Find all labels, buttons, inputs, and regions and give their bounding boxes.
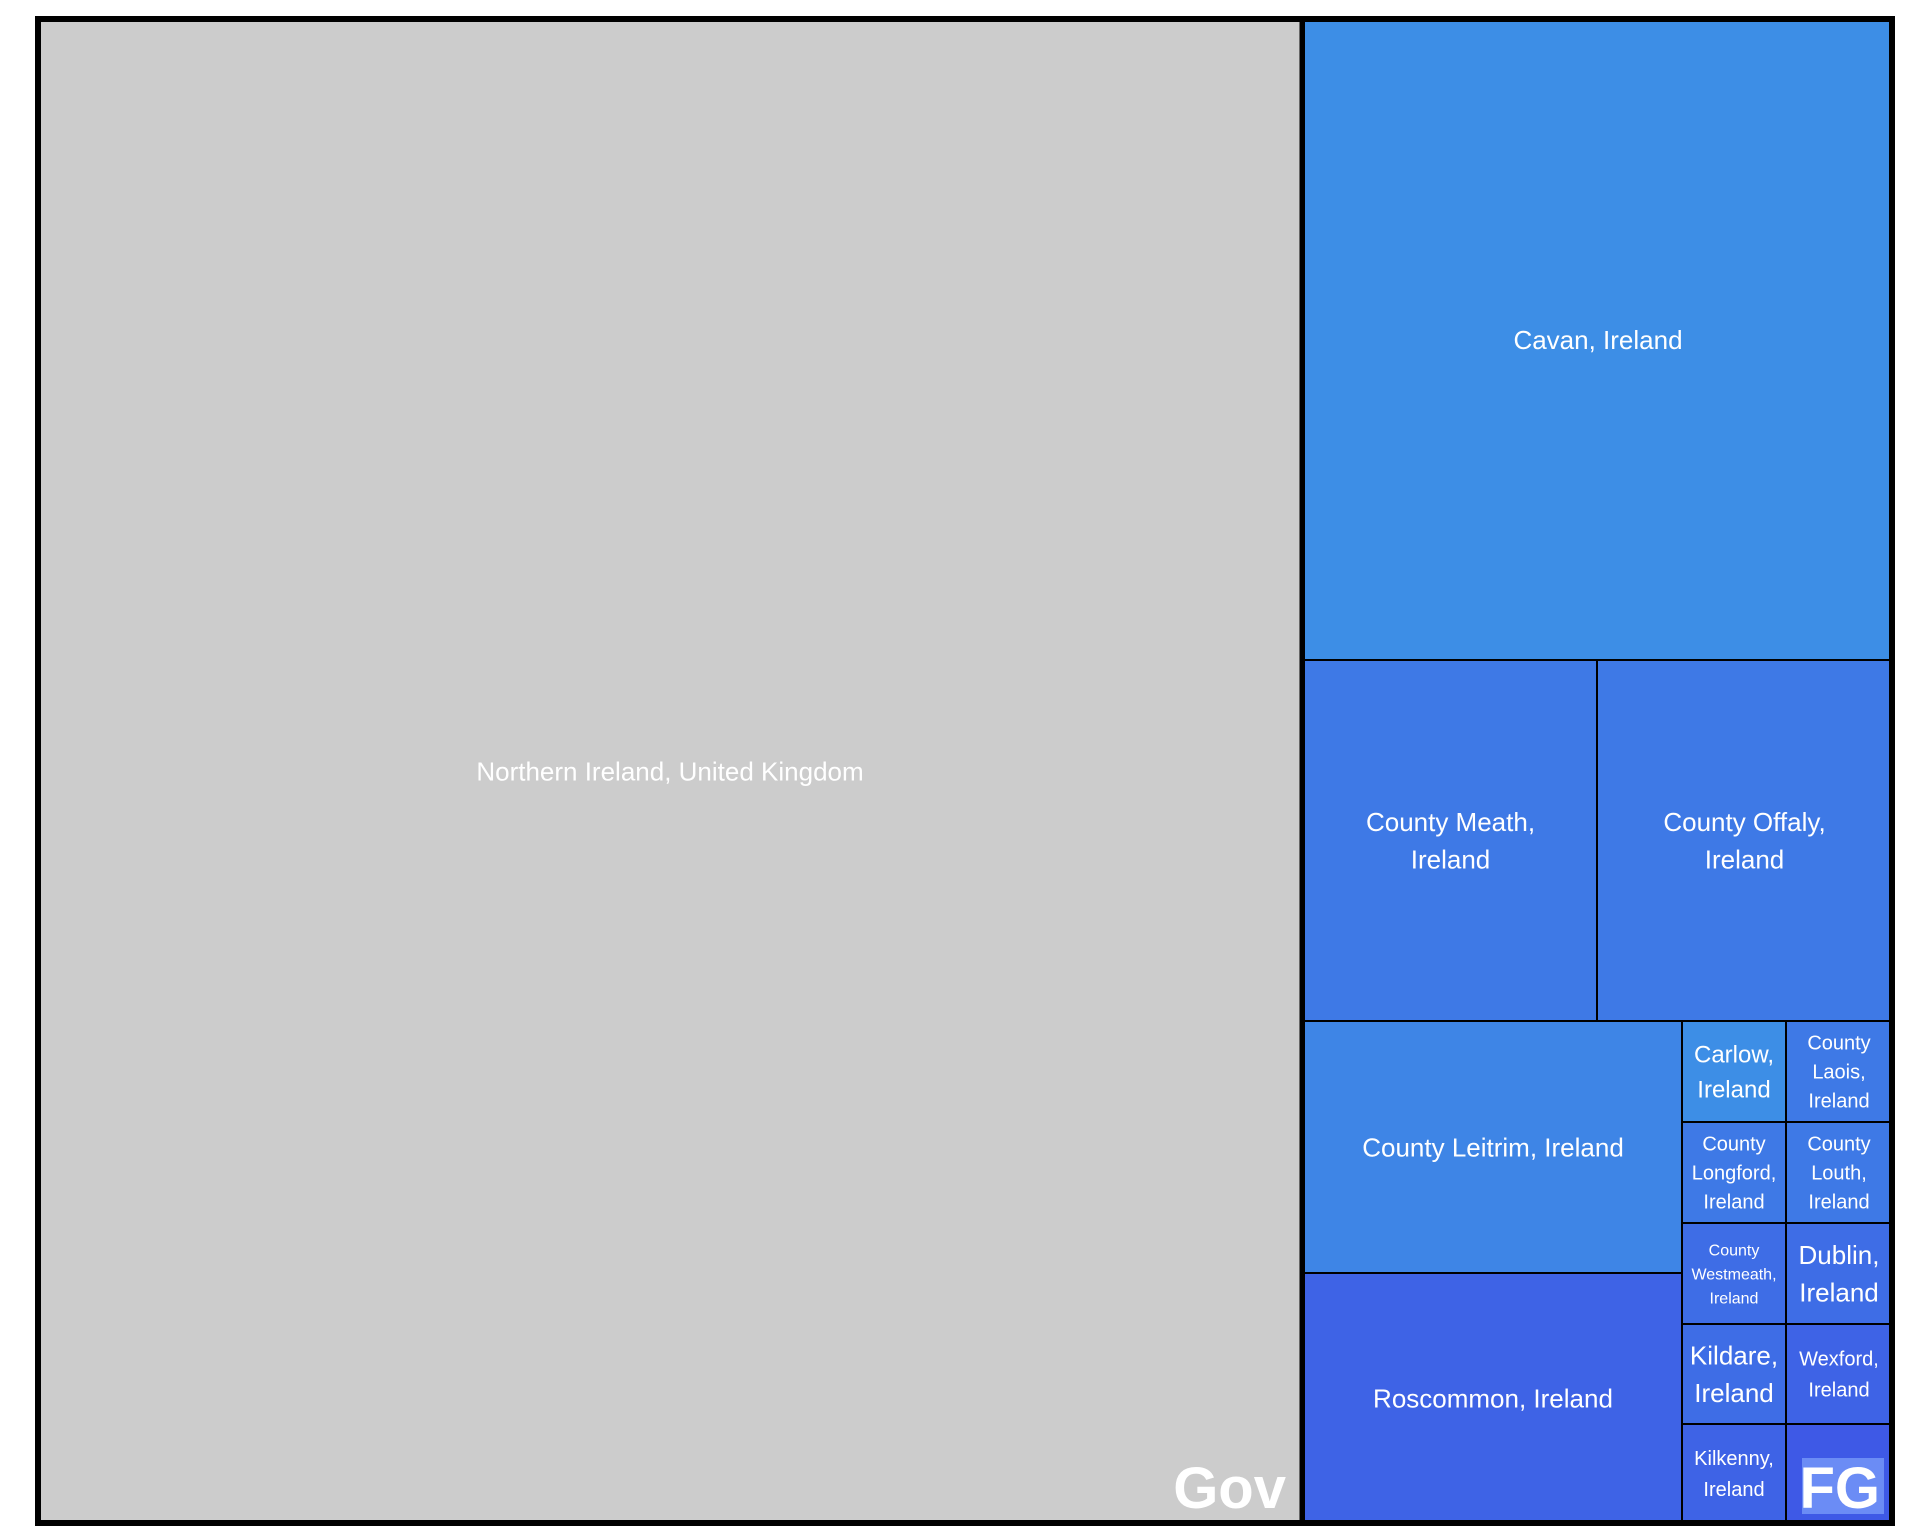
tile-label-line: Ireland — [1808, 1380, 1869, 1402]
tile-carlow-ireland: Carlow, Ireland — [1681, 1020, 1787, 1123]
tile-rect — [1681, 1323, 1787, 1425]
tile-label-line: Westmeath, — [1691, 1266, 1776, 1283]
tile-county-offaly-ireland: County Offaly, Ireland — [1596, 659, 1893, 1022]
tile-label-line: Ireland — [1411, 845, 1491, 875]
tile-label: County Laois, Ireland — [1807, 1033, 1870, 1113]
tile-label-line: Ireland — [1703, 1479, 1764, 1501]
group-label-fg-background — [1802, 1458, 1884, 1514]
tile-rect — [1785, 1323, 1893, 1425]
tile-county-meath-ireland: County Meath, Ireland — [1303, 659, 1598, 1022]
tile-label-line: Carlow, — [1694, 1042, 1774, 1069]
tile-county-louth-ireland: County Louth, Ireland — [1785, 1121, 1893, 1224]
tile-label-line: Dublin, — [1799, 1240, 1880, 1270]
tile-label: Roscommon, Ireland — [1373, 1383, 1613, 1413]
tile-label-line: Ireland — [1799, 1278, 1879, 1308]
treemap-outer-border — [35, 16, 1895, 1526]
tile-rect — [1681, 1020, 1787, 1123]
tile-label-line: Ireland — [1710, 1290, 1759, 1307]
tile-rect — [1303, 1020, 1683, 1274]
tile-roscommon-ireland: Roscommon, Ireland — [1303, 1272, 1683, 1524]
tile-label: County Leitrim, Ireland — [1362, 1132, 1624, 1162]
tile-label-line: Ireland — [1705, 845, 1785, 875]
tile-label-line: County Meath, — [1366, 807, 1535, 837]
tile-label: Kilkenny, Ireland — [1694, 1448, 1774, 1501]
tile-label: Wexford, Ireland — [1799, 1349, 1879, 1402]
tile-dublin-ireland: Dublin, Ireland — [1785, 1222, 1893, 1325]
tiles-layer: Northern Ireland, United Kingdom Cavan, I… — [37, 18, 1893, 1524]
tile-label: Northern Ireland, United Kingdom — [476, 756, 863, 786]
tile-label-line: Ireland — [1697, 1077, 1770, 1104]
group-label-gov: Gov — [1173, 1456, 1286, 1521]
tile-label-line: Ireland — [1694, 1378, 1774, 1408]
tile-county-laois-ireland: County Laois, Ireland — [1785, 1020, 1893, 1123]
tile-label-line: Louth, — [1811, 1163, 1867, 1185]
tile-label-line: County — [1807, 1033, 1870, 1055]
tile-rect — [1303, 1272, 1683, 1524]
tile-label: County Offaly, Ireland — [1663, 807, 1825, 875]
tile-label-line: County — [1702, 1134, 1765, 1156]
tile-rect — [1681, 1121, 1787, 1224]
tile-label-line: Wexford, — [1799, 1349, 1879, 1371]
tile-label-line: Northern Ireland, United Kingdom — [476, 756, 863, 786]
tile-rect — [1681, 1222, 1787, 1325]
tile-rect — [1785, 1222, 1893, 1325]
group-label-fg: FG — [1799, 1456, 1880, 1521]
tile-label: County Longford, Ireland — [1692, 1134, 1777, 1214]
tile-wexford-ireland: Wexford, Ireland — [1785, 1323, 1893, 1425]
tile-label-line: Cavan, Ireland — [1513, 325, 1682, 355]
tile-label: County Louth, Ireland — [1807, 1134, 1870, 1214]
tile-northern-ireland-united-kingdom: Northern Ireland, United Kingdom — [37, 18, 1303, 1524]
tile-label-line: Kildare, — [1690, 1341, 1778, 1371]
tile-label-line: County Leitrim, Ireland — [1362, 1132, 1624, 1162]
tile-label-line: Laois, — [1812, 1062, 1865, 1084]
tile-label-line: County Offaly, — [1663, 807, 1825, 837]
tile-label: County Meath, Ireland — [1366, 807, 1535, 875]
tile-kildare-ireland: Kildare, Ireland — [1681, 1323, 1787, 1425]
tile-label: County Westmeath, Ireland — [1691, 1242, 1776, 1307]
group-layer: Gov FG — [35, 16, 1895, 1526]
tile-rect — [1303, 659, 1598, 1022]
tile-kilkenny-ireland: Kilkenny, Ireland — [1681, 1423, 1787, 1524]
tile-label-line: Longford, — [1692, 1163, 1777, 1185]
tile-label-line: Ireland — [1808, 1091, 1869, 1113]
tile-label: Dublin, Ireland — [1799, 1240, 1880, 1308]
tile-county-westmeath-ireland: County Westmeath, Ireland — [1681, 1222, 1787, 1325]
tile-label-line: County — [1807, 1134, 1870, 1156]
tile-label-line: Ireland — [1808, 1192, 1869, 1214]
tile-label-line: Ireland — [1703, 1192, 1764, 1214]
tile-label-line: Roscommon, Ireland — [1373, 1383, 1613, 1413]
tile-label-line: County — [1709, 1242, 1760, 1259]
tile-county-longford-ireland: County Longford, Ireland — [1681, 1121, 1787, 1224]
tile-label: Cavan, Ireland — [1513, 325, 1682, 355]
tile-rect — [1303, 18, 1893, 661]
tile-label-line: Kilkenny, — [1694, 1448, 1774, 1470]
tile-rect — [37, 18, 1303, 1524]
tile-rect — [1681, 1423, 1787, 1524]
tile-county-leitrim-ireland: County Leitrim, Ireland — [1303, 1020, 1683, 1274]
tile-label: Kildare, Ireland — [1690, 1341, 1778, 1409]
tile-rect — [1596, 659, 1893, 1022]
tile-label: Carlow, Ireland — [1694, 1042, 1774, 1104]
tile-cavan-ireland: Cavan, Ireland — [1303, 18, 1893, 661]
